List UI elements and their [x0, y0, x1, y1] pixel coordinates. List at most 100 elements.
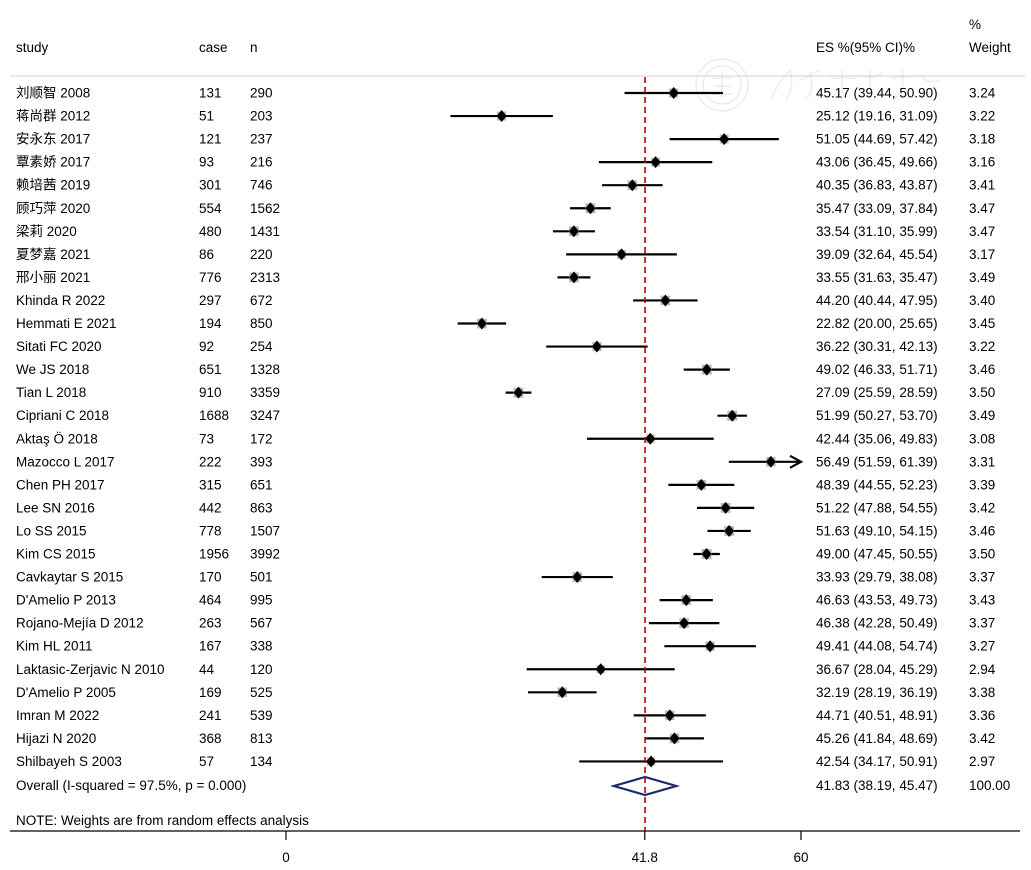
- point-estimate: [669, 732, 680, 745]
- study-row: Khinda R 2022 297 672 44.20 (40.44, 47.95) 3…: [16, 293, 995, 308]
- overall-es-text: 41.83 (38.19, 45.47): [816, 778, 938, 793]
- study-case: 651: [199, 362, 222, 377]
- study-weight: 3.39: [969, 477, 995, 492]
- point-estimate: [568, 271, 579, 284]
- study-case: 368: [199, 731, 222, 746]
- study-es-ci: 33.54 (31.10, 35.99): [816, 224, 938, 239]
- study-row: 夏梦嘉 2021 86 220 39.09 (32.64, 45.54) 3.17: [16, 247, 995, 262]
- point-estimate: [701, 548, 712, 560]
- header-case: case: [199, 40, 228, 55]
- study-n: 672: [250, 293, 273, 308]
- study-case: 194: [199, 316, 222, 331]
- study-weight: 3.41: [969, 178, 995, 193]
- study-n: 813: [250, 731, 273, 746]
- study-case: 241: [199, 708, 222, 723]
- study-case: 92: [199, 339, 214, 354]
- study-es-ci: 42.44 (35.06, 49.83): [816, 431, 938, 446]
- study-name: D'Amelio P 2013: [16, 593, 116, 608]
- study-name: Lo SS 2015: [16, 523, 87, 538]
- study-es-ci: 43.06 (36.45, 49.66): [816, 155, 938, 170]
- point-estimate: [701, 363, 712, 376]
- point-estimate: [595, 663, 606, 676]
- point-estimate: [645, 432, 656, 445]
- study-row: Imran M 2022 241 539 44.71 (40.51, 48.91) 3.…: [16, 708, 995, 723]
- study-name: Rojano-Mejía D 2012: [16, 616, 144, 631]
- study-es-ci: 45.17 (39.44, 50.90): [816, 86, 938, 101]
- study-name: 安永东 2017: [16, 132, 90, 147]
- study-n: 2313: [250, 270, 280, 285]
- study-case: 315: [199, 477, 222, 492]
- study-weight: 3.50: [969, 385, 995, 400]
- study-row: Kim HL 2011 167 338 49.41 (44.08, 54.74) 3.2…: [16, 639, 995, 654]
- study-n: 134: [250, 754, 273, 769]
- point-estimate: [765, 455, 776, 468]
- study-name: 邢小丽 2021: [16, 270, 90, 285]
- study-es-ci: 49.41 (44.08, 54.74): [816, 639, 938, 654]
- point-estimate: [681, 594, 692, 607]
- study-name: Shilbayeh S 2003: [16, 754, 122, 769]
- study-n: 220: [250, 247, 273, 262]
- point-estimate: [568, 225, 579, 238]
- study-row: 赖培茜 2019 301 746 40.35 (36.83, 43.87) 3.41: [16, 178, 995, 193]
- study-case: 86: [199, 247, 214, 262]
- study-n: 3992: [250, 547, 280, 562]
- study-n: 850: [250, 316, 273, 331]
- study-weight: 3.46: [969, 523, 995, 538]
- study-weight: 3.47: [969, 224, 995, 239]
- study-weight: 3.31: [969, 454, 995, 469]
- study-n: 216: [250, 155, 273, 170]
- point-estimate: [719, 133, 730, 146]
- study-row: 顾巧萍 2020 554 1562 35.47 (33.09, 37.84) 3.47: [16, 201, 995, 216]
- study-name: 夏梦嘉 2021: [16, 247, 90, 262]
- study-name: Tian L 2018: [16, 385, 86, 400]
- study-n: 863: [250, 500, 273, 515]
- study-weight: 3.42: [969, 731, 995, 746]
- point-estimate: [513, 386, 524, 399]
- point-estimate: [664, 709, 675, 722]
- study-n: 3247: [250, 408, 280, 423]
- point-estimate: [646, 755, 657, 768]
- study-es-ci: 40.35 (36.83, 43.87): [816, 178, 938, 193]
- study-n: 1507: [250, 523, 280, 538]
- study-weight: 3.47: [969, 201, 995, 216]
- point-estimate: [679, 617, 690, 630]
- header-study: study: [16, 40, 49, 55]
- study-weight: 3.17: [969, 247, 995, 262]
- study-es-ci: 33.55 (31.63, 35.47): [816, 270, 938, 285]
- study-row: D'Amelio P 2013 464 995 46.63 (43.53, 49.73…: [16, 593, 995, 608]
- study-n: 539: [250, 708, 273, 723]
- study-weight: 3.37: [969, 616, 995, 631]
- study-weight: 3.22: [969, 109, 995, 124]
- study-n: 254: [250, 339, 273, 354]
- point-estimate: [668, 87, 679, 99]
- study-row: 邢小丽 2021 776 2313 33.55 (31.63, 35.47) 3.49: [16, 270, 995, 285]
- study-case: 778: [199, 523, 222, 538]
- point-estimate: [557, 686, 568, 699]
- study-es-ci: 56.49 (51.59, 61.39): [816, 454, 938, 469]
- study-weight: 3.38: [969, 685, 995, 700]
- study-weight: 2.97: [969, 754, 995, 769]
- study-case: 73: [199, 431, 214, 446]
- study-weight: 2.94: [969, 662, 996, 677]
- point-estimate: [720, 501, 731, 514]
- study-rows: 刘顺智 2008 131 290 45.17 (39.44, 50.90) 3.24 蒋尚…: [16, 86, 996, 769]
- study-n: 393: [250, 454, 273, 469]
- header-es: ES %(95% CI)%: [816, 40, 915, 55]
- study-name: 刘顺智 2008: [16, 86, 90, 101]
- study-n: 338: [250, 639, 273, 654]
- study-es-ci: 48.39 (44.55, 52.23): [816, 477, 938, 492]
- study-name: Laktasic-Zerjavic N 2010: [16, 662, 165, 677]
- study-weight: 3.16: [969, 155, 995, 170]
- study-weight: 3.24: [969, 86, 996, 101]
- study-name: Kim CS 2015: [16, 547, 96, 562]
- study-es-ci: 33.93 (29.79, 38.08): [816, 570, 938, 585]
- study-n: 1562: [250, 201, 280, 216]
- study-n: 203: [250, 109, 273, 124]
- study-name: 顾巧萍 2020: [16, 201, 90, 216]
- study-row: 安永东 2017 121 237 51.05 (44.69, 57.42) 3.18: [16, 132, 995, 147]
- study-case: 121: [199, 132, 222, 147]
- header-n: n: [250, 40, 258, 55]
- study-name: Cavkaytar S 2015: [16, 570, 123, 585]
- study-case: 170: [199, 570, 222, 585]
- study-row: Tian L 2018 910 3359 27.09 (25.59, 28.59) 3.…: [16, 385, 995, 400]
